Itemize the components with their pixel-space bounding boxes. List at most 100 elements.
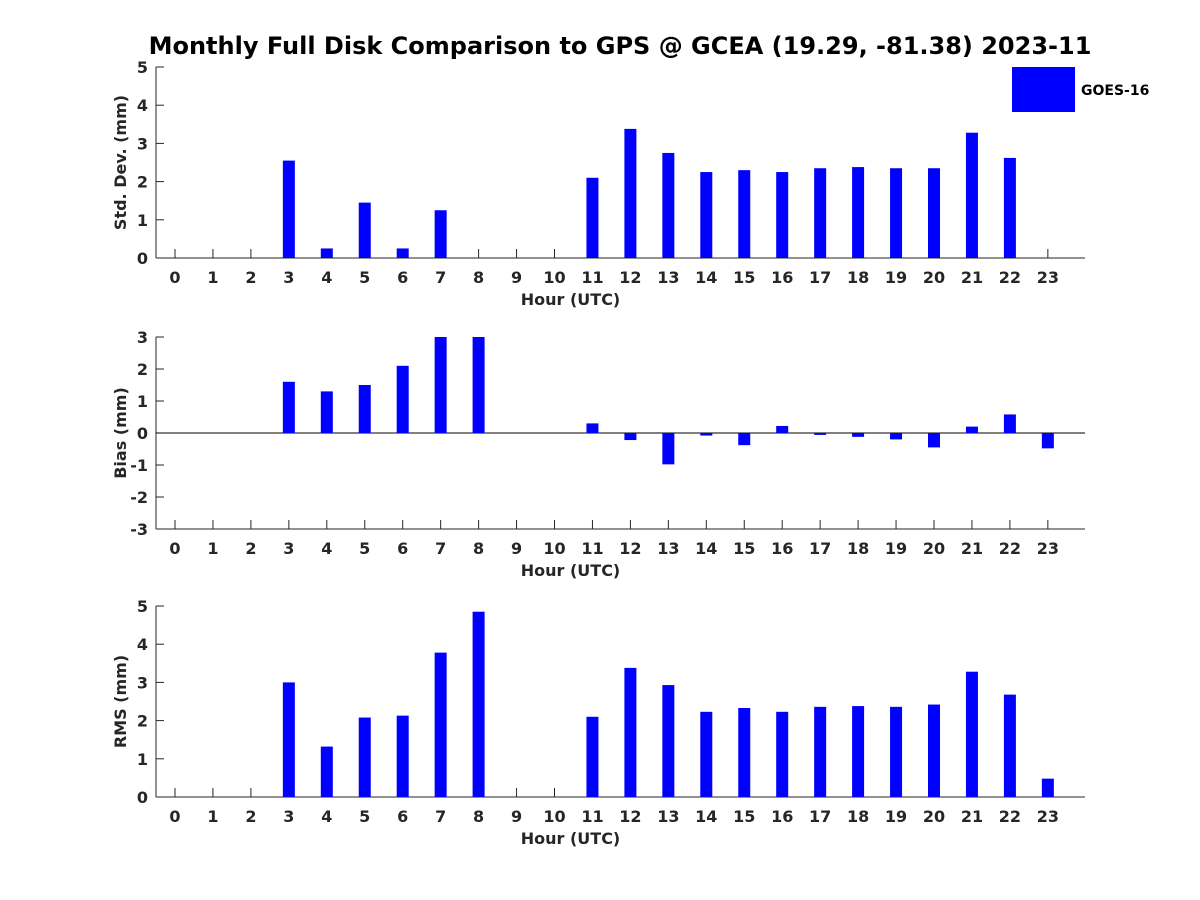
x-tick-label: 23 bbox=[1037, 539, 1059, 558]
bar-hour-14 bbox=[700, 172, 713, 258]
bar-hour-8 bbox=[472, 611, 485, 797]
bar-hour-11 bbox=[586, 423, 599, 433]
x-tick-label: 3 bbox=[283, 268, 294, 287]
y-tick-label: -1 bbox=[130, 456, 148, 475]
bar-hour-6 bbox=[396, 248, 409, 258]
x-tick-label: 9 bbox=[511, 539, 522, 558]
bar-hour-21 bbox=[965, 426, 978, 433]
x-tick-label: 8 bbox=[473, 268, 484, 287]
x-tick-label: 11 bbox=[581, 807, 603, 826]
x-tick-label: 15 bbox=[733, 807, 755, 826]
y-tick-label: 2 bbox=[137, 173, 148, 192]
bar-hour-11 bbox=[586, 177, 599, 258]
x-tick-label: 12 bbox=[619, 539, 641, 558]
x-tick-label: 20 bbox=[923, 807, 945, 826]
x-tick-label: 6 bbox=[397, 807, 408, 826]
x-tick-label: 18 bbox=[847, 807, 869, 826]
bar-hour-22 bbox=[1003, 157, 1016, 258]
y-tick-label: 2 bbox=[137, 712, 148, 731]
x-tick-label: 19 bbox=[885, 268, 907, 287]
x-tick-label: 16 bbox=[771, 268, 793, 287]
y-tick-label: 5 bbox=[137, 58, 148, 77]
x-tick-label: 9 bbox=[511, 268, 522, 287]
x-tick-label: 4 bbox=[321, 539, 332, 558]
x-axis-label: Hour (UTC) bbox=[521, 829, 621, 848]
bar-hour-13 bbox=[662, 433, 675, 465]
y-tick-label: 1 bbox=[137, 392, 148, 411]
bar-hour-4 bbox=[320, 391, 333, 433]
y-axis-label: Bias (mm) bbox=[111, 387, 130, 479]
y-tick-label: 3 bbox=[137, 134, 148, 153]
bar-hour-14 bbox=[700, 711, 713, 797]
bar-hour-4 bbox=[320, 746, 333, 797]
y-tick-label: 1 bbox=[137, 750, 148, 769]
y-tick-label: 3 bbox=[137, 328, 148, 347]
y-axis-label: Std. Dev. (mm) bbox=[111, 95, 130, 230]
bar-hour-3 bbox=[282, 682, 295, 797]
x-tick-label: 11 bbox=[581, 268, 603, 287]
x-tick-label: 1 bbox=[207, 807, 218, 826]
bar-hour-3 bbox=[282, 160, 295, 258]
bar-hour-19 bbox=[890, 433, 903, 440]
bar-hour-17 bbox=[814, 433, 827, 435]
bar-hour-4 bbox=[320, 248, 333, 258]
bar-hour-19 bbox=[890, 706, 903, 797]
bar-hour-3 bbox=[282, 381, 295, 433]
x-tick-label: 20 bbox=[923, 539, 945, 558]
y-tick-label: 4 bbox=[137, 96, 148, 115]
x-tick-label: 0 bbox=[169, 539, 180, 558]
y-tick-label: 5 bbox=[137, 597, 148, 616]
x-tick-label: 7 bbox=[435, 807, 446, 826]
x-tick-label: 12 bbox=[619, 807, 641, 826]
bar-hour-12 bbox=[624, 433, 637, 441]
y-tick-label: 3 bbox=[137, 673, 148, 692]
x-tick-label: 3 bbox=[283, 807, 294, 826]
bar-hour-15 bbox=[738, 707, 751, 797]
bar-hour-12 bbox=[624, 128, 637, 258]
bar-hour-19 bbox=[890, 168, 903, 258]
x-tick-label: 22 bbox=[999, 807, 1021, 826]
y-tick-label: 2 bbox=[137, 360, 148, 379]
x-tick-label: 16 bbox=[771, 807, 793, 826]
y-tick-label: -2 bbox=[130, 488, 148, 507]
x-tick-label: 13 bbox=[657, 268, 679, 287]
x-tick-label: 8 bbox=[473, 807, 484, 826]
x-tick-label: 4 bbox=[321, 268, 332, 287]
x-tick-label: 19 bbox=[885, 807, 907, 826]
x-tick-label: 10 bbox=[543, 268, 565, 287]
x-tick-label: 7 bbox=[435, 268, 446, 287]
x-tick-label: 21 bbox=[961, 539, 983, 558]
bar-hour-5 bbox=[358, 385, 371, 433]
bar-hour-18 bbox=[852, 706, 865, 797]
x-tick-label: 0 bbox=[169, 268, 180, 287]
x-tick-label: 6 bbox=[397, 539, 408, 558]
x-tick-label: 13 bbox=[657, 539, 679, 558]
bar-hour-6 bbox=[396, 365, 409, 433]
bar-hour-13 bbox=[662, 152, 675, 258]
bar-hour-17 bbox=[814, 706, 827, 797]
x-tick-label: 3 bbox=[283, 539, 294, 558]
legend-swatch-goes-16 bbox=[1012, 67, 1075, 112]
x-tick-label: 22 bbox=[999, 268, 1021, 287]
bar-hour-18 bbox=[852, 167, 865, 258]
x-tick-label: 0 bbox=[169, 807, 180, 826]
bar-hour-21 bbox=[965, 671, 978, 797]
x-tick-label: 20 bbox=[923, 268, 945, 287]
x-tick-label: 5 bbox=[359, 807, 370, 826]
x-tick-label: 14 bbox=[695, 268, 717, 287]
bar-hour-20 bbox=[928, 168, 940, 258]
x-tick-label: 2 bbox=[245, 539, 256, 558]
x-tick-label: 14 bbox=[695, 539, 717, 558]
y-tick-label: 0 bbox=[137, 249, 148, 268]
x-tick-label: 18 bbox=[847, 268, 869, 287]
bar-hour-7 bbox=[434, 652, 447, 797]
bar-hour-23 bbox=[1041, 433, 1054, 449]
bar-hour-7 bbox=[434, 210, 447, 258]
x-tick-label: 8 bbox=[473, 539, 484, 558]
x-tick-label: 15 bbox=[733, 268, 755, 287]
x-tick-label: 18 bbox=[847, 539, 869, 558]
x-tick-label: 14 bbox=[695, 807, 717, 826]
x-tick-label: 17 bbox=[809, 807, 831, 826]
